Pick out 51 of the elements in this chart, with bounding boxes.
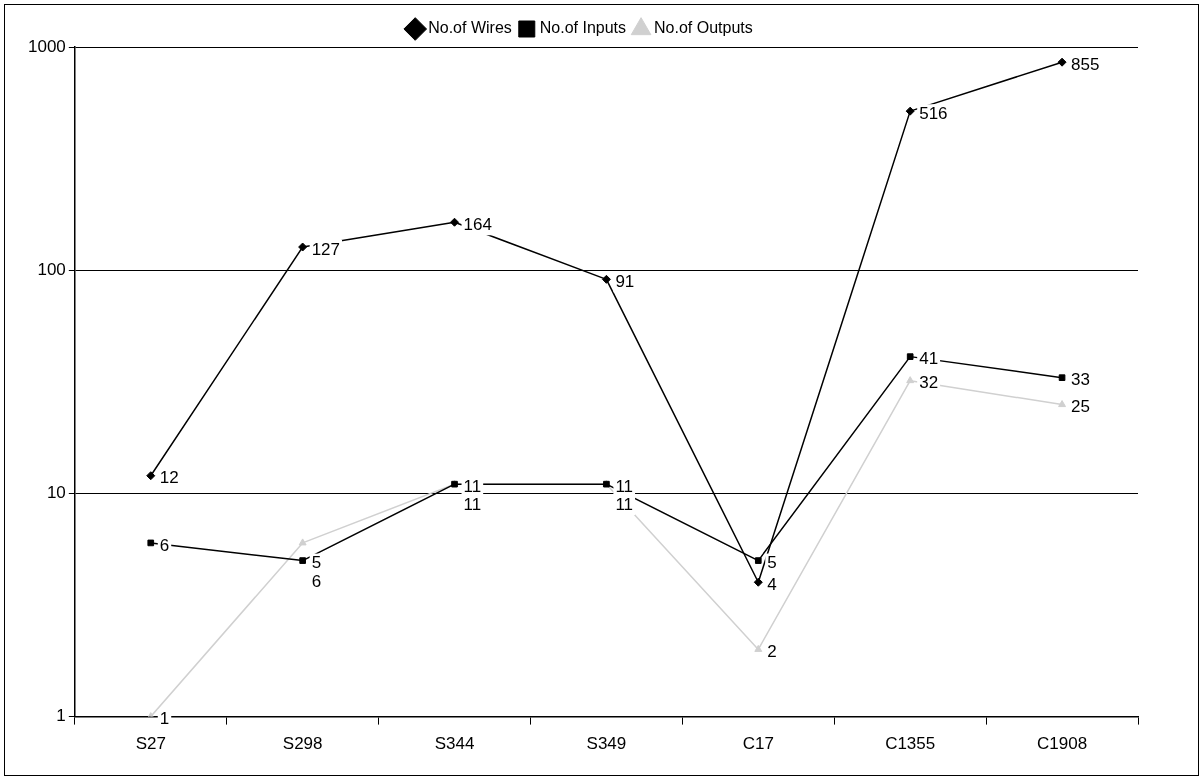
data-label: 11 [463,494,482,514]
data-label: 25 [1071,397,1090,417]
data-label: 32 [919,373,939,393]
data-label: 11 [615,476,634,496]
point [906,376,915,384]
point [1058,400,1067,408]
data-label: 2 [767,642,777,662]
y-tick-label: 1 [56,706,66,726]
data-label: 127 [311,239,341,259]
point [1058,374,1066,381]
data-label: 1 [159,709,170,729]
data-label: 164 [463,214,492,234]
data-label: 33 [1071,370,1090,390]
point [754,644,763,652]
data-label: 11 [463,476,482,496]
data-label: 6 [159,535,170,555]
data-label: 6 [311,571,322,591]
legend-label: No.of Wires [428,19,512,37]
x-tick-label: S344 [434,734,475,754]
data-label: 5 [767,553,777,573]
x-tick-label: C17 [742,734,774,754]
x-tick-label: S27 [135,734,166,754]
legend-label: No.of Outputs [654,19,753,37]
y-tick-label: 100 [37,259,66,279]
point [754,557,762,564]
data-label: 12 [159,468,179,488]
data-label: 11 [615,494,634,514]
point [146,471,156,481]
y-tick-label: 10 [46,483,66,503]
data-label: 516 [919,103,948,123]
x-tick-label: C1908 [1037,734,1088,754]
x-tick-label: C1355 [885,734,936,754]
point [906,353,914,360]
point [1057,57,1067,67]
y-tick-label: 1000 [27,36,66,56]
point [299,557,306,564]
point [753,577,763,587]
x-tick-label: S349 [586,734,627,754]
point [601,274,611,284]
data-label: 91 [615,272,635,292]
point [905,106,915,116]
point [298,538,307,546]
data-label: 4 [767,574,777,594]
point [450,217,460,227]
data-label: 855 [1071,54,1100,74]
point [147,539,155,547]
x-tick-label: S298 [282,734,323,754]
point [298,242,308,252]
data-label: 5 [311,553,322,573]
legend-label: No.of Inputs [539,19,627,37]
data-label: 41 [919,349,939,369]
